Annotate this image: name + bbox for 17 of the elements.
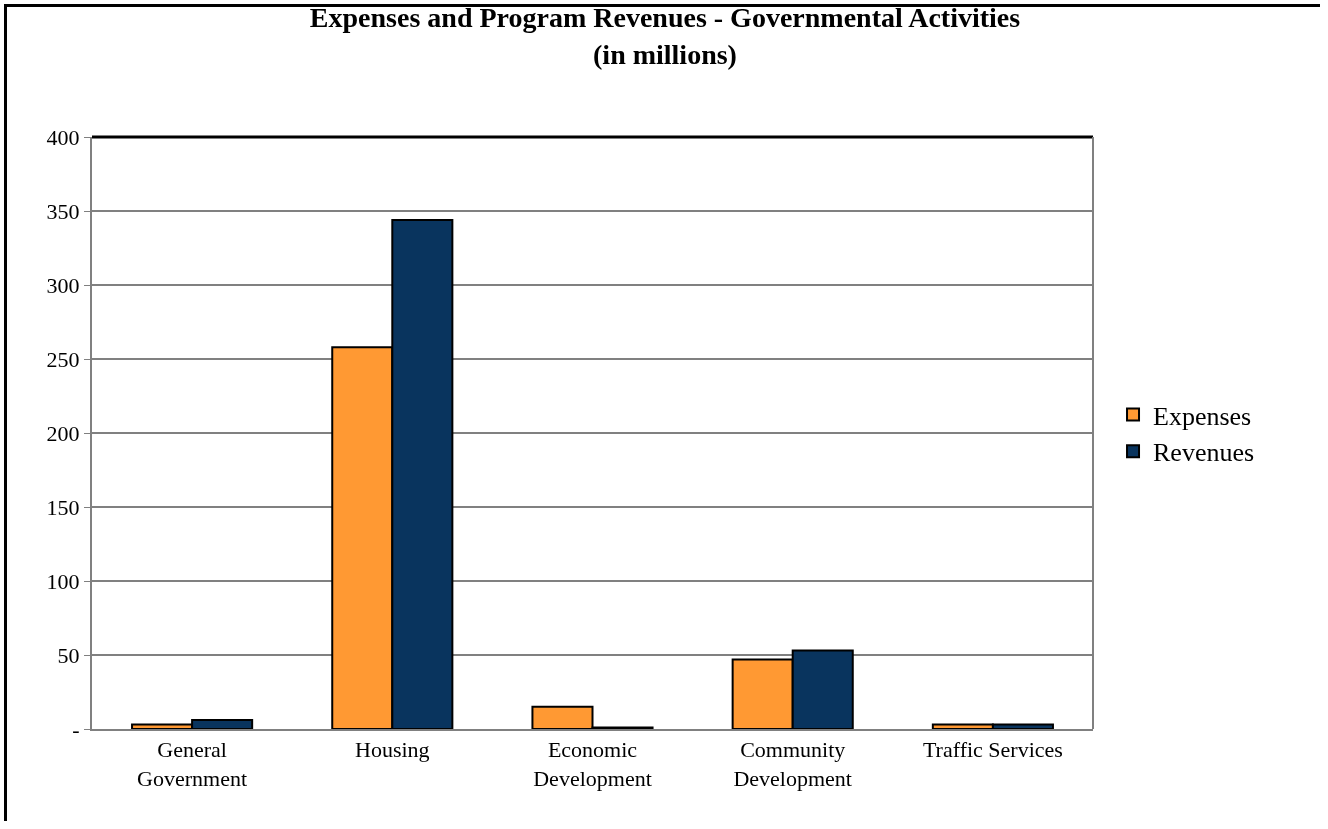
y-tick-label: 300 — [46, 272, 80, 298]
y-tick-label: - — [72, 716, 80, 742]
y-tick-label: 50 — [57, 642, 80, 668]
y-tick-label: 100 — [46, 568, 80, 594]
x-tick-label: Traffic Services — [922, 737, 1063, 763]
legend-label: Expenses — [1153, 401, 1252, 431]
y-tick-label: 350 — [46, 198, 80, 224]
x-tick-label: General Government — [137, 737, 248, 791]
y-tick-label: 200 — [46, 420, 80, 446]
y-tick-label: 400 — [46, 124, 80, 150]
x-tick-label: Housing — [355, 737, 430, 763]
y-tick-label: 150 — [46, 494, 80, 520]
x-tick-label: Community Development — [733, 737, 852, 791]
y-tick-label: 250 — [46, 346, 80, 372]
legend-label: Revenues — [1153, 438, 1255, 468]
x-tick-label: Economic Development — [533, 737, 652, 791]
chart-title: Expenses and Program Revenues - Governmental Activities (in millions) — [309, 2, 1021, 70]
